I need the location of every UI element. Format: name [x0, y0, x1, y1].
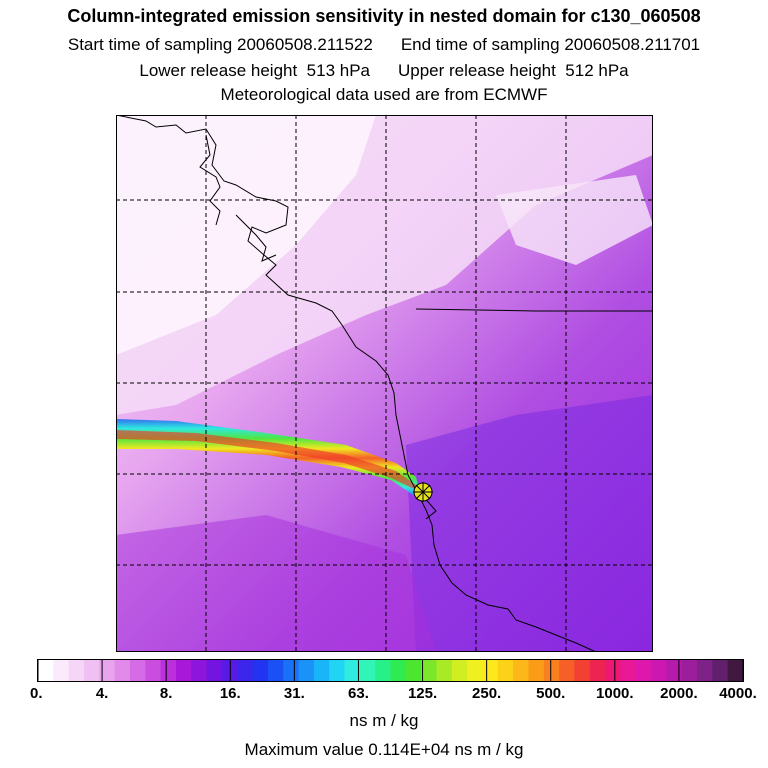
colorbar-cell	[727, 660, 744, 681]
colorbar-cell	[620, 660, 637, 681]
colorbar-tick-label: 16.	[220, 685, 241, 700]
colorbar-cell	[543, 660, 560, 681]
colorbar-cell	[359, 660, 376, 681]
colorbar-units: ns m / kg	[349, 711, 419, 730]
colorbar-cell	[206, 660, 223, 681]
island-outline-2	[235, 214, 277, 262]
met-data-note: Meteorological data used are from ECMWF	[220, 85, 548, 104]
colorbar-tick-label: 4000.	[719, 685, 757, 700]
colorbar-cell	[129, 660, 146, 681]
colorbar-cell	[451, 660, 468, 681]
end-time-value: 20060508.211701	[564, 35, 701, 54]
colorbar-cell	[635, 660, 652, 681]
colorbar-tick-label: 125.	[408, 685, 437, 700]
colorbar-cell	[605, 660, 621, 681]
lat-lon-grid	[116, 115, 653, 652]
map-frame	[116, 115, 653, 652]
colorbar-cell	[666, 660, 683, 681]
upper-height-label: Upper release height	[398, 61, 556, 80]
release-heights: Lower release height 513 hPa Upper releas…	[0, 61, 768, 81]
sampling-times: Start time of sampling 20060508.211522 En…	[0, 35, 768, 55]
low-sensitivity-patch	[496, 175, 653, 265]
start-time-label: Start time of sampling	[67, 35, 233, 54]
medium-sensitivity-region	[116, 515, 436, 652]
plot-title: Column-integrated emission sensitivity i…	[67, 6, 701, 26]
lower-height-label: Lower release height	[139, 61, 298, 80]
colorbar-cell	[436, 660, 453, 681]
colorbar-cell	[237, 660, 254, 681]
colorbar-cell	[145, 660, 162, 681]
colorbar-cell	[160, 660, 177, 681]
colorbar-tick-label: 0.	[30, 685, 43, 700]
very-low-sensitivity-region	[116, 115, 376, 355]
colorbar-cell	[175, 660, 192, 681]
colorbar-tick-label: 63.	[348, 685, 369, 700]
colorbar-cell	[559, 660, 576, 681]
colorbar-tick-label: 250.	[472, 685, 501, 700]
colorbar-cell	[53, 660, 70, 681]
upper-height-value: 512 hPa	[565, 61, 629, 80]
colorbar-cell	[681, 660, 698, 681]
colorbar-cell	[344, 660, 361, 681]
colorbar-cell	[38, 660, 54, 681]
colorbar-cell	[482, 660, 499, 681]
lower-height-value: 513 hPa	[306, 61, 370, 80]
high-sensitivity-region	[406, 395, 653, 652]
colorbar: 0. 4. 8. 16. 31. 63. 125. 250. 500. 1000. 2000. 400…	[30, 659, 757, 700]
emission-plume	[116, 419, 421, 497]
colorbar-cell	[528, 660, 545, 681]
island-outline	[199, 134, 221, 226]
colorbar-cell	[589, 660, 606, 681]
release-location-star	[413, 482, 433, 502]
colorbar-cell	[191, 660, 208, 681]
colorbar-cell	[252, 660, 269, 681]
colorbar-cell	[513, 660, 530, 681]
colorbar-cell	[283, 660, 300, 681]
colorbar-tick-label: 4.	[96, 685, 109, 700]
colorbar-cell	[375, 660, 392, 681]
colorbar-cell	[313, 660, 330, 681]
colorbar-cell	[83, 660, 100, 681]
colorbar-cell	[697, 660, 713, 681]
colorbar-cell	[68, 660, 85, 681]
colorbar-cell	[467, 660, 484, 681]
colorbar-tick-label: 8.	[160, 685, 173, 700]
colorbar-cell	[421, 660, 438, 681]
colorbar-tick-label: 2000.	[660, 685, 698, 700]
colorbar-cell	[329, 660, 346, 681]
colorbar-cell	[574, 660, 591, 681]
coastline	[116, 115, 597, 652]
colorbar-cell	[390, 660, 407, 681]
colorbar-cell	[651, 660, 667, 681]
colorbar-cell	[298, 660, 315, 681]
maximum-value-text: Maximum value 0.114E+04 ns m / kg	[244, 740, 524, 759]
colorbar-cell	[99, 660, 116, 681]
sensitivity-map	[116, 115, 653, 652]
colorbar-tick-label: 1000.	[596, 685, 634, 700]
colorbar-cell	[712, 660, 729, 681]
colorbar-cell	[114, 660, 131, 681]
end-time-label: End time of sampling	[400, 35, 560, 54]
colorbar-cell	[267, 660, 284, 681]
colorbar-tick-label: 31.	[284, 685, 305, 700]
colorbar-cell	[497, 660, 514, 681]
start-time-value: 20060508.211522	[237, 35, 373, 54]
colorbar-cell	[405, 660, 422, 681]
colorbar-tick-label: 500.	[536, 685, 565, 700]
border-line	[415, 308, 653, 312]
